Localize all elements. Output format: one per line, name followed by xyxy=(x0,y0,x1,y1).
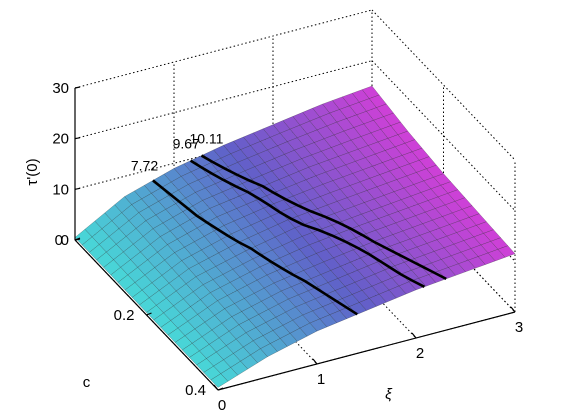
grid-line xyxy=(371,161,516,313)
contour-label: 7.72 xyxy=(131,157,158,173)
grid-line xyxy=(74,9,373,89)
z-tick-label: 0 xyxy=(61,232,69,249)
z-tick-mark xyxy=(74,86,81,89)
contour-line xyxy=(200,154,447,281)
xi-tick-label: 1 xyxy=(317,371,325,388)
xi-axis-line xyxy=(217,311,516,391)
surface xyxy=(74,85,516,388)
xi-tick-mark xyxy=(411,332,417,339)
xi-tick-label: 2 xyxy=(416,345,424,362)
axes xyxy=(74,86,516,391)
z-tick-label: 10 xyxy=(52,181,69,198)
xi-tick-label: 0 xyxy=(218,397,226,414)
contour-lines xyxy=(152,154,447,316)
xi-tick-mark xyxy=(510,306,516,313)
c-axis-label: c xyxy=(83,374,91,391)
c-tick-label: 0.2 xyxy=(114,307,135,324)
c-tick-mark xyxy=(146,312,152,316)
xi-tick-mark xyxy=(312,358,318,365)
contour-line xyxy=(189,159,426,288)
c-tick-mark xyxy=(74,237,81,241)
grid-line xyxy=(371,9,516,161)
z-tick-mark xyxy=(74,137,81,140)
contour-label: 10.11 xyxy=(189,131,223,147)
xi-axis-label: ξ xyxy=(385,386,393,403)
c-tick-label: 0 xyxy=(55,232,63,249)
surface-patch xyxy=(210,373,229,388)
contour-label: 9.67 xyxy=(173,136,200,152)
tau-axis-label: τ'(0) xyxy=(24,158,41,185)
grid-line xyxy=(272,187,417,339)
xi-tick-mark xyxy=(213,384,219,391)
z-tick-label: 30 xyxy=(52,80,69,97)
c-tick-mark xyxy=(217,387,224,391)
z-tick-label: 20 xyxy=(52,131,69,148)
grid-line xyxy=(371,60,516,212)
xi-tick-label: 3 xyxy=(515,319,523,336)
z-tick-mark xyxy=(74,187,81,190)
contour-line xyxy=(152,179,358,316)
c-tick-label: 0.4 xyxy=(185,382,206,399)
